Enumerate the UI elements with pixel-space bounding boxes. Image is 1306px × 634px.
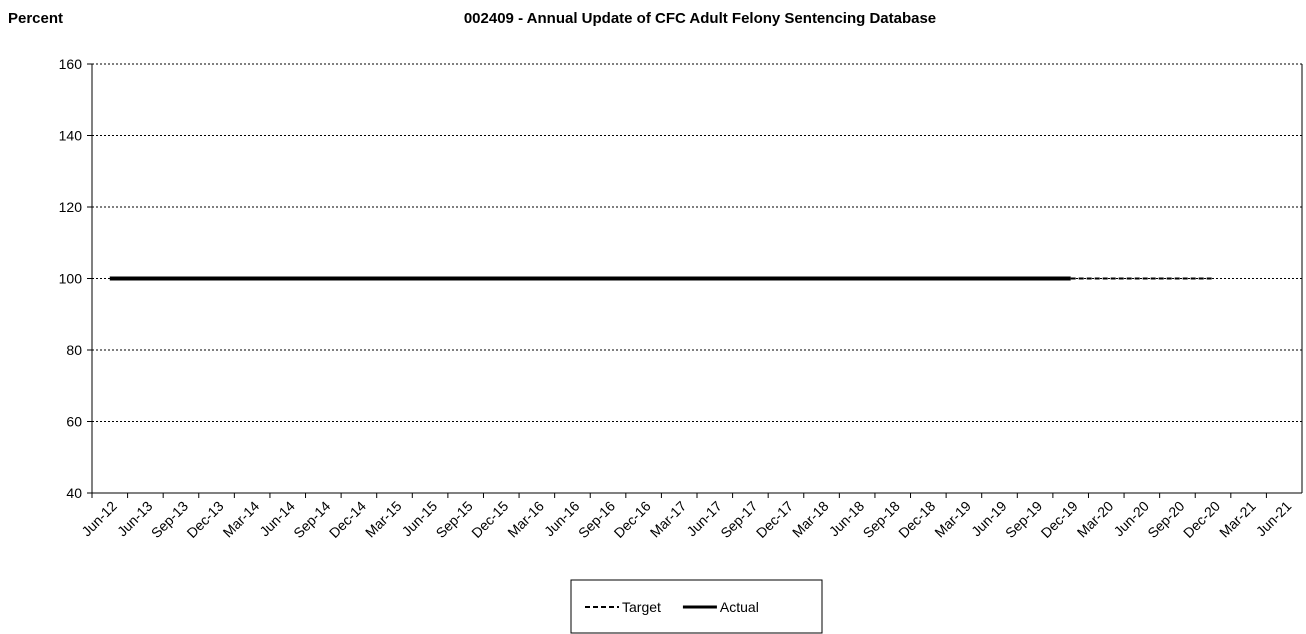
x-tick-label: Dec-19 bbox=[1038, 498, 1081, 541]
x-tick-label: Mar-20 bbox=[1074, 498, 1117, 541]
x-tick-label: Mar-14 bbox=[220, 498, 263, 541]
x-tick-label: Dec-13 bbox=[183, 498, 226, 541]
x-tick-label: Sep-18 bbox=[860, 498, 903, 541]
x-tick-label: Jun-12 bbox=[78, 498, 120, 540]
x-tick-label: Mar-19 bbox=[931, 498, 974, 541]
y-axis-label: Percent bbox=[8, 10, 63, 27]
legend-label: Target bbox=[622, 599, 661, 615]
x-tick-label: Sep-17 bbox=[717, 498, 760, 541]
legend-label: Actual bbox=[720, 599, 759, 615]
x-tick-label: Dec-14 bbox=[326, 498, 369, 541]
x-tick-label: Sep-19 bbox=[1002, 498, 1045, 541]
y-tick-label: 40 bbox=[66, 485, 82, 501]
y-tick-label: 160 bbox=[59, 56, 83, 72]
x-tick-label: Mar-21 bbox=[1216, 498, 1259, 541]
x-tick-label: Jun-15 bbox=[399, 498, 441, 540]
x-tick-label: Jun-21 bbox=[1253, 498, 1295, 540]
x-tick-label: Sep-16 bbox=[575, 498, 618, 541]
y-tick-label: 80 bbox=[66, 342, 82, 358]
x-tick-label: Jun-20 bbox=[1110, 498, 1152, 540]
x-tick-label: Sep-15 bbox=[433, 498, 476, 541]
x-tick-label: Sep-14 bbox=[290, 498, 333, 541]
x-tick-label: Sep-20 bbox=[1144, 498, 1187, 541]
x-tick-label: Jun-13 bbox=[114, 498, 156, 540]
x-tick-label: Mar-17 bbox=[647, 498, 690, 541]
y-tick-label: 140 bbox=[59, 128, 83, 144]
chart-title: 002409 - Annual Update of CFC Adult Felo… bbox=[464, 10, 936, 27]
y-tick-label: 120 bbox=[59, 199, 83, 215]
x-tick-label: Dec-18 bbox=[895, 498, 938, 541]
x-tick-label: Mar-15 bbox=[362, 498, 405, 541]
x-tick-label: Dec-15 bbox=[468, 498, 511, 541]
x-tick-label: Mar-16 bbox=[504, 498, 547, 541]
x-tick-label: Dec-17 bbox=[753, 498, 796, 541]
x-tick-label: Dec-16 bbox=[611, 498, 654, 541]
x-tick-label: Sep-13 bbox=[148, 498, 191, 541]
x-tick-label: Jun-19 bbox=[968, 498, 1010, 540]
x-tick-label: Jun-18 bbox=[826, 498, 868, 540]
x-tick-label: Jun-17 bbox=[683, 498, 725, 540]
y-tick-label: 100 bbox=[59, 271, 83, 287]
x-tick-label: Dec-20 bbox=[1180, 498, 1223, 541]
x-tick-label: Jun-16 bbox=[541, 498, 583, 540]
y-tick-label: 60 bbox=[66, 414, 82, 430]
x-tick-label: Jun-14 bbox=[256, 498, 298, 540]
x-tick-label: Mar-18 bbox=[789, 498, 832, 541]
